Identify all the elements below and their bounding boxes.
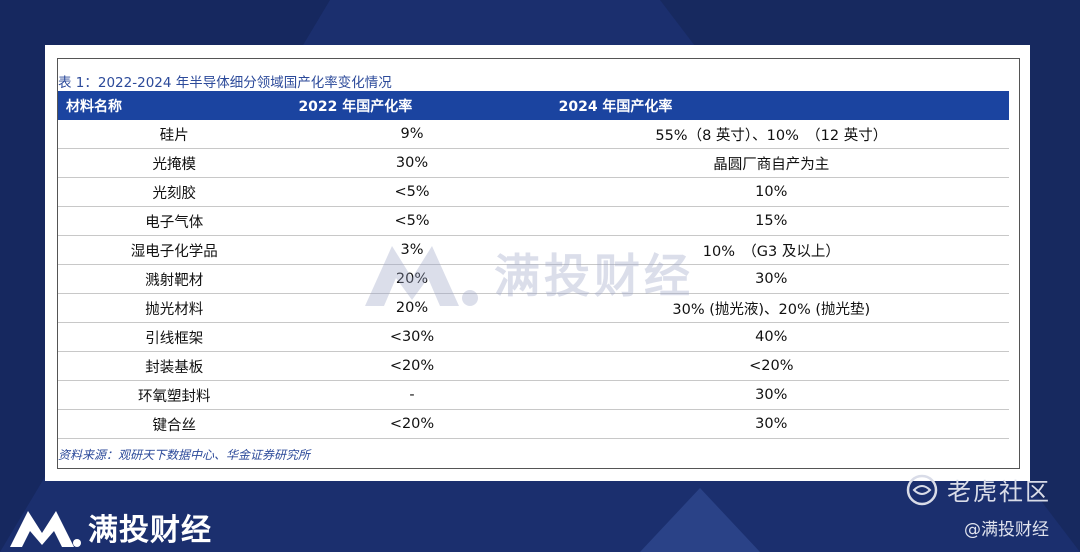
cell-2022: 20%: [290, 264, 534, 294]
table-row: 光掩模 30% 晶圆厂商自产为主: [58, 148, 1009, 178]
cell-2024: 10%: [533, 177, 1009, 207]
table-row: 溅射靶材 20% 30%: [58, 264, 1009, 294]
cell-material: 键合丝: [58, 409, 291, 439]
cell-2024: <20%: [533, 351, 1009, 381]
watermark: 满投财经: [360, 238, 694, 308]
cell-2022: <5%: [290, 206, 534, 236]
header-material: 材料名称: [58, 91, 291, 120]
cell-material: 光刻胶: [58, 177, 291, 207]
header-2022-rate: 2022 年国产化率: [290, 91, 534, 120]
table-row: 湿电子化学品 3% 10% （G3 及以上）: [58, 235, 1009, 265]
cell-2022: <5%: [290, 177, 534, 207]
community-badge: 老虎社区: [905, 472, 1051, 507]
cell-2024: 15%: [533, 206, 1009, 236]
brand-logo: 满投财经: [8, 505, 212, 549]
cell-2022: -: [290, 380, 534, 410]
cell-2024: 30%: [533, 380, 1009, 410]
cell-material: 光掩模: [58, 148, 291, 178]
table-frame: [57, 58, 1020, 469]
table-row: 光刻胶 <5% 10%: [58, 177, 1009, 207]
table-row: 键合丝 <20% 30%: [58, 409, 1009, 439]
watermark-logo-icon: [365, 246, 478, 306]
cell-2024: 10% （G3 及以上）: [533, 235, 1009, 265]
cell-2022: <20%: [290, 351, 534, 381]
brand-name: 满投财经: [88, 513, 212, 548]
table-row: 封装基板 <20% <20%: [58, 351, 1009, 381]
cell-material: 湿电子化学品: [58, 235, 291, 265]
cell-material: 封装基板: [58, 351, 291, 381]
cell-2022: 20%: [290, 293, 534, 323]
cell-2022: 3%: [290, 235, 534, 265]
table-row: 电子气体 <5% 15%: [58, 206, 1009, 236]
table-caption: 表 1：2022-2024 年半导体细分领域国产化率变化情况: [58, 75, 392, 91]
table-row: 抛光材料 20% 30% (抛光液)、20% (抛光垫): [58, 293, 1009, 323]
source-note: 资料来源：观研天下数据中心、华金证券研究所: [58, 448, 311, 462]
author-handle: @满投财经: [964, 520, 1049, 540]
cell-material: 溅射靶材: [58, 264, 291, 294]
cell-2022: 9%: [290, 120, 534, 149]
cell-material: 环氧塑封料: [58, 380, 291, 410]
watermark-text: 满投财经: [494, 249, 694, 303]
cell-2022: 30%: [290, 148, 534, 178]
table-row: 环氧塑封料 - 30%: [58, 380, 1009, 410]
cell-2024: 55%（8 英寸）、10% （12 英寸）: [533, 120, 1009, 149]
background-triangle: [640, 488, 760, 552]
cell-material: 引线框架: [58, 322, 291, 352]
localization-table: 材料名称 2022 年国产化率 2024 年国产化率 硅片 9% 55%（8 英…: [58, 91, 1009, 439]
cell-2024: 30%: [533, 264, 1009, 294]
cell-material: 抛光材料: [58, 293, 291, 323]
cell-material: 硅片: [58, 120, 291, 149]
cell-2024: 30% (抛光液)、20% (抛光垫): [533, 293, 1009, 323]
table-header-row: 材料名称 2022 年国产化率 2024 年国产化率: [58, 91, 1009, 120]
tiger-community-icon: [906, 474, 938, 505]
header-2024-rate: 2024 年国产化率: [533, 91, 1009, 120]
table-row: 硅片 9% 55%（8 英寸）、10% （12 英寸）: [58, 120, 1009, 149]
cell-2024: 40%: [533, 322, 1009, 352]
table-row: 引线框架 <30% 40%: [58, 322, 1009, 352]
cell-2022: <20%: [290, 409, 534, 439]
cell-2022: <30%: [290, 322, 534, 352]
cell-2024: 30%: [533, 409, 1009, 439]
cell-2024: 晶圆厂商自产为主: [533, 148, 1009, 178]
cell-material: 电子气体: [58, 206, 291, 236]
brand-mark-icon: [10, 511, 81, 547]
community-name: 老虎社区: [947, 478, 1051, 506]
